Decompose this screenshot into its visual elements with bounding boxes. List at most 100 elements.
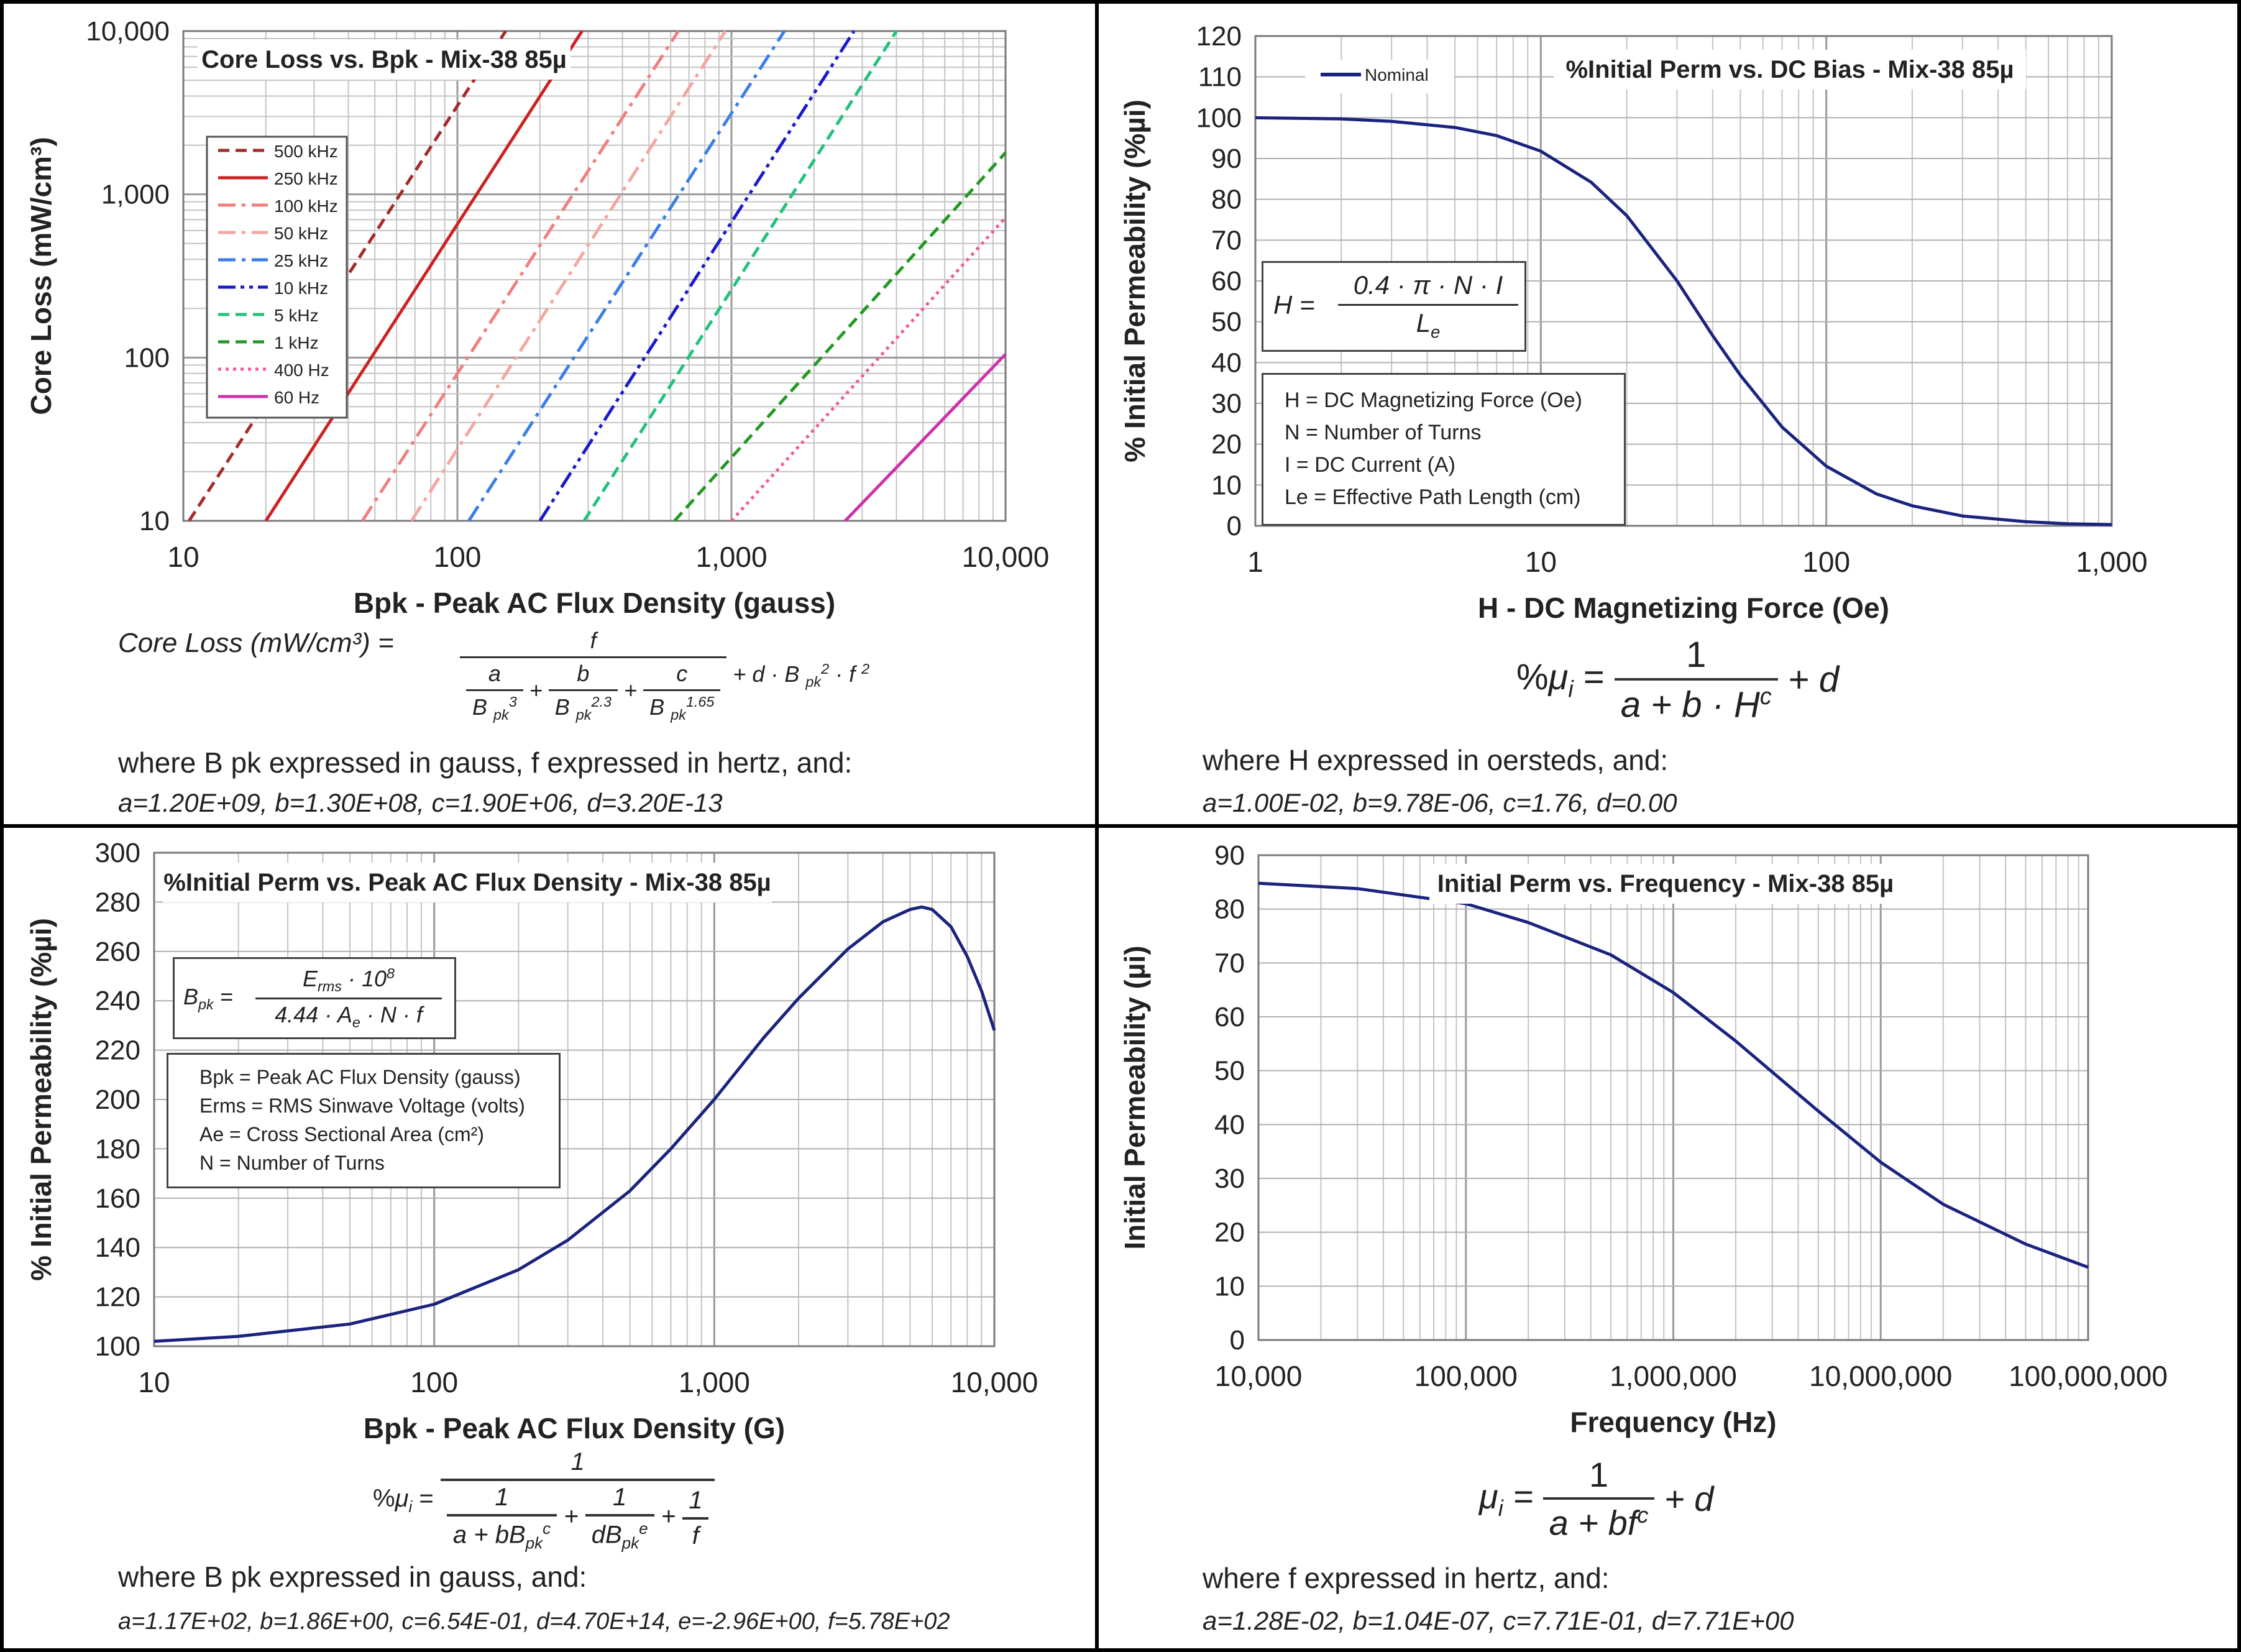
x-tick-label: 1,000 [2076, 546, 2147, 578]
y-tick-label: 140 [95, 1232, 140, 1263]
x-tick-label: 10 [167, 541, 199, 573]
y-tick-label: 20 [1214, 1218, 1245, 1248]
legend-label-4: 25 kHz [274, 251, 328, 270]
y-tick-label: 20 [1211, 429, 1242, 460]
y-tick-label: 120 [95, 1282, 140, 1313]
y-tick-label: 80 [1214, 894, 1245, 925]
y-tick-label: 300 [95, 838, 140, 868]
core-loss-eq-lhs: Core Loss (mW/cm³) = [118, 628, 394, 658]
y-tick-label: 50 [1211, 307, 1242, 337]
x-axis-title: Frequency (Hz) [1570, 1406, 1776, 1438]
x-tick-label: 1,000,000 [1610, 1360, 1737, 1392]
chart-title-dc-bias-bg [1554, 50, 2026, 89]
y-tick-label: 40 [1211, 347, 1242, 378]
x-tick-label: 10 [138, 1366, 170, 1398]
y-tick-label: 200 [95, 1085, 140, 1115]
legend-label-1: 250 kHz [274, 169, 338, 188]
bpk-def-line-2: Erms = RMS Sinwave Voltage (volts) [199, 1094, 525, 1117]
y-tick-label: 0 [1227, 511, 1242, 541]
plot-frame-3 [1257, 854, 2089, 1341]
panel1-coefficients: a=1.20E+09, b=1.30E+08, c=1.90E+06, d=3.… [118, 788, 723, 817]
x-tick-label: 100,000 [1414, 1360, 1518, 1392]
y-tick-label: 260 [95, 937, 140, 967]
panel4-where: where f expressed in hertz, and: [1203, 1562, 1610, 1594]
y-tick-label: 100 [124, 342, 170, 373]
x-tick-label: 10,000 [951, 1366, 1038, 1398]
y-tick-label: 10,000 [86, 16, 170, 47]
y-tick-label: 80 [1211, 185, 1242, 215]
chart-title-dc-bias: %Initial Perm vs. DC Bias - Mix-38 85µ [1565, 56, 2014, 83]
plot-frame-1 [1254, 35, 2113, 527]
legend-label-2: 100 kHz [274, 196, 338, 216]
series-line-0-8 [730, 216, 1007, 522]
panel1-where: where B pk expressed in gauss, f express… [118, 746, 853, 779]
x-tick-label: 100 [434, 541, 482, 573]
y-axis-title: Initial Permeability (µi) [1119, 945, 1151, 1249]
panel4-coefficients: a=1.28E-02, b=1.04E-07, c=7.71E-01, d=7.… [1203, 1606, 1794, 1635]
y-tick-label: 70 [1214, 948, 1245, 978]
series-line-0-4 [467, 30, 786, 522]
x-tick-label: 1 [1247, 546, 1263, 578]
x-tick-label: 10,000,000 [1809, 1360, 1952, 1392]
y-tick-label: 110 [1198, 62, 1242, 93]
x-axis-title: Bpk - Peak AC Flux Density (G) [364, 1412, 785, 1444]
y-tick-label: 280 [95, 887, 140, 917]
y-tick-label: 100 [1196, 103, 1242, 133]
legend-label-3: 50 kHz [274, 224, 328, 243]
bpk-def-line-1: Bpk = Peak AC Flux Density (gauss) [199, 1066, 521, 1088]
y-tick-label: 0 [1230, 1325, 1245, 1356]
y-tick-label: 120 [1196, 21, 1242, 52]
series-line-0-3 [410, 30, 727, 522]
panel3-where: where B pk expressed in gauss, and: [118, 1561, 587, 1593]
legend-label-8: 400 Hz [274, 360, 329, 380]
x-axis-title: H - DC Magnetizing Force (Oe) [1478, 592, 1889, 624]
legend-label-6: 5 kHz [274, 306, 319, 325]
y-axis-title: % Initial Permeability (%µi) [1119, 99, 1151, 462]
y-tick-label: 50 [1214, 1056, 1245, 1086]
series-line-0-5 [538, 30, 856, 522]
x-tick-label: 100 [410, 1366, 458, 1398]
core-loss-equation: Core Loss (mW/cm³) = [118, 628, 394, 659]
y-tick-label: 60 [1214, 1002, 1245, 1032]
bpk-def-line-3: Ae = Cross Sectional Area (cm²) [199, 1123, 484, 1145]
plot-frame-0 [182, 30, 1007, 522]
h-definitions-box: H = DC Magnetizing Force (Oe) N = Number… [1262, 373, 1626, 526]
y-tick-label: 70 [1211, 225, 1242, 255]
panel2-where: where H expressed in oersteds, and: [1203, 744, 1669, 776]
y-tick-label: 10 [139, 506, 170, 536]
x-tick-label: 100 [1802, 546, 1850, 578]
series-line-0-9 [844, 353, 1007, 522]
h-def-line-4: Le = Effective Path Length (cm) [1285, 485, 1581, 509]
legend-core-loss [206, 135, 348, 419]
chart-title-core-loss: Core Loss vs. Bpk - Mix-38 85µ [201, 46, 567, 73]
series-line-0-7 [673, 151, 1007, 522]
y-tick-label: 100 [95, 1331, 140, 1362]
y-axis-title: % Initial Permeability (%µi) [25, 918, 57, 1281]
chart-title-core-loss-bg [198, 40, 571, 80]
y-tick-label: 40 [1214, 1109, 1245, 1140]
chart-title-frequency: Initial Perm vs. Frequency - Mix-38 85µ [1437, 870, 1894, 897]
y-axis-title: Core Loss (mW/cm³) [25, 137, 57, 415]
panel3-coefficients: a=1.17E+02, b=1.86E+00, c=6.54E-01, d=4.… [118, 1608, 950, 1635]
chart-title-ac-flux-bg [163, 863, 772, 902]
series-line-0-6 [582, 30, 898, 522]
y-tick-label: 1,000 [101, 180, 170, 210]
x-tick-label: 1,000 [679, 1366, 750, 1398]
y-tick-label: 90 [1214, 840, 1245, 871]
h-def-line-1: H = DC Magnetizing Force (Oe) [1285, 388, 1582, 412]
x-tick-label: 10,000 [962, 541, 1050, 573]
series-line-0-1 [264, 30, 584, 522]
x-tick-label: 10,000 [1215, 1360, 1303, 1392]
chart-title-frequency-bg [1429, 864, 1902, 904]
legend-label-9: 60 Hz [274, 388, 319, 407]
y-tick-label: 10 [1214, 1271, 1245, 1301]
series-line-0-0 [188, 30, 507, 522]
series-line-2-0 [154, 905, 996, 1343]
legend-label-5: 10 kHz [274, 278, 328, 298]
legend-label-nominal: Nominal [1365, 65, 1429, 85]
x-tick-label: 10 [1525, 546, 1557, 578]
